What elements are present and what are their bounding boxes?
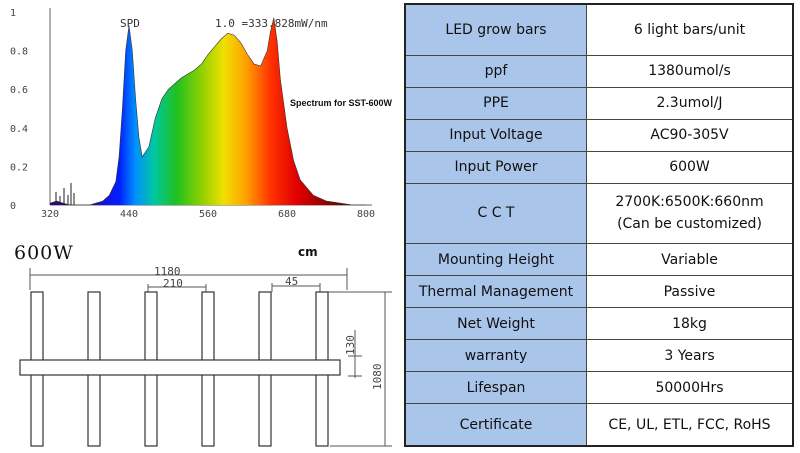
spec-key: Mounting Height — [404, 242, 587, 277]
y-tick-label: 0.2 — [10, 162, 28, 173]
uv-noise-spikes — [55, 183, 75, 205]
spec-row: LED grow bars 6 light bars/unit — [404, 3, 794, 56]
spec-row: PPE 2.3umol/J — [404, 86, 794, 120]
dim-overall-height: 1080 — [371, 364, 384, 391]
spec-key: Lifespan — [404, 371, 587, 405]
spec-row: Input Power 600W — [404, 150, 794, 184]
spec-value: 3 Years — [586, 339, 794, 373]
spec-value: 2.3umol/J — [586, 86, 794, 120]
spec-key: Certificate — [404, 403, 587, 447]
x-tick-label: 440 — [120, 209, 138, 220]
dimension-drawing: 600W cm — [0, 238, 400, 453]
spec-key: Input Power — [404, 150, 587, 184]
spec-value: AC90-305V — [586, 118, 794, 152]
drawing-title: 600W — [14, 242, 74, 264]
spectrum-chart: 1 0.8 0.6 0.4 0.2 0 320 440 560 680 800 SPD 1.0 =3… — [0, 0, 400, 228]
x-tick-label: 680 — [278, 209, 296, 220]
cct-note: (Can be customized) — [617, 216, 762, 233]
spec-key: LED grow bars — [404, 3, 587, 56]
x-tick-label: 800 — [357, 209, 375, 220]
spec-value: 600W — [586, 150, 794, 184]
spec-row: ppf 1380umol/s — [404, 54, 794, 88]
spec-row: Mounting Height Variable — [404, 242, 794, 277]
spec-table: LED grow bars 6 light bars/unit ppf 1380… — [404, 3, 794, 447]
spec-value: Variable — [586, 242, 794, 277]
spec-key: PPE — [404, 86, 587, 120]
spec-row: warranty 3 Years — [404, 339, 794, 373]
scale-note: 1.0 =333.828mW/nm — [215, 17, 328, 30]
y-tick-label: 1 — [10, 8, 16, 19]
spec-row: Certificate CE, UL, ETL, FCC, RoHS — [404, 403, 794, 447]
spec-value: 2700K:6500K:660nm (Can be customized) — [586, 182, 794, 244]
spectrum-line — [49, 17, 366, 206]
y-tick-label: 0.8 — [10, 47, 28, 58]
dim-bar-spacing: 210 — [163, 277, 183, 290]
spec-key: warranty — [404, 339, 587, 373]
unit-label: cm — [298, 245, 318, 259]
dim-bar-width: 45 — [285, 275, 298, 288]
spectrum-caption: Spectrum for SST-600W — [290, 98, 393, 108]
y-tick-label: 0.4 — [10, 124, 28, 135]
spec-row: C C T 2700K:6500K:660nm (Can be customiz… — [404, 182, 794, 244]
spd-label: SPD — [120, 17, 140, 30]
spec-key: ppf — [404, 54, 587, 88]
spec-key: Input Voltage — [404, 118, 587, 152]
spectrum-area — [50, 17, 366, 205]
spec-row: Lifespan 50000Hrs — [404, 371, 794, 405]
spec-row: Input Voltage AC90-305V — [404, 118, 794, 152]
spec-row: Thermal Management Passive — [404, 275, 794, 309]
cross-bar — [19, 359, 341, 376]
spec-key: Thermal Management — [404, 275, 587, 309]
spec-value: 1380umol/s — [586, 54, 794, 88]
spec-value: 50000Hrs — [586, 371, 794, 405]
cct-value: 2700K:6500K:660nm — [615, 194, 764, 211]
y-tick-label: 0 — [10, 201, 16, 212]
x-tick-label: 560 — [199, 209, 217, 220]
spec-row: Net Weight 18kg — [404, 307, 794, 341]
dim-crossbar: 130 — [344, 335, 357, 355]
spec-value: CE, UL, ETL, FCC, RoHS — [586, 403, 794, 447]
spec-key: Net Weight — [404, 307, 587, 341]
spec-value: 6 light bars/unit — [586, 3, 794, 56]
spec-key: C C T — [404, 182, 587, 244]
x-tick-label: 320 — [41, 209, 59, 220]
y-tick-label: 0.6 — [10, 85, 28, 96]
dim-overall-width: 1180 — [154, 265, 181, 278]
spec-value: 18kg — [586, 307, 794, 341]
drawing-svg: 1180 210 45 130 1080 — [19, 265, 392, 447]
spec-value: Passive — [586, 275, 794, 309]
